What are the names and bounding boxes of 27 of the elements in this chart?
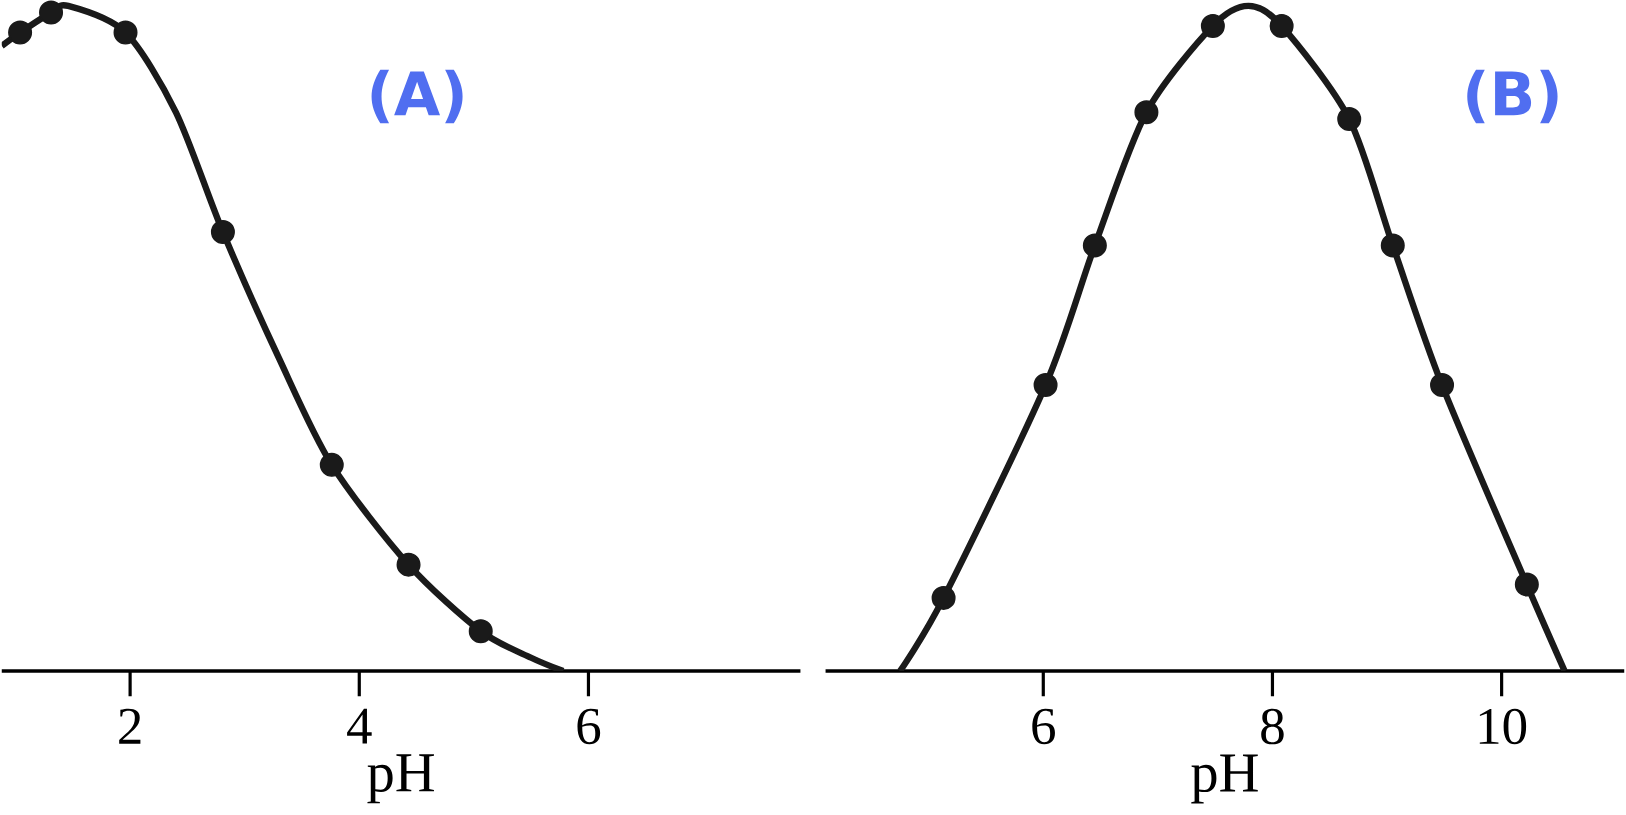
point: [1134, 100, 1159, 125]
point: [1514, 572, 1539, 597]
point: [1269, 13, 1294, 38]
point: [1337, 106, 1362, 131]
point: [39, 0, 64, 25]
point: [1082, 233, 1107, 258]
point: [396, 552, 421, 577]
point: [113, 20, 138, 45]
x-tick-label: 4: [347, 708, 372, 744]
x-axis-title: pH: [1191, 754, 1258, 804]
annotation: (A): [371, 69, 463, 123]
point: [8, 20, 33, 45]
annotation: (B): [1467, 69, 1558, 123]
x-tick-label: 6: [577, 708, 601, 745]
point: [1430, 372, 1455, 397]
point: [468, 618, 493, 643]
x-tick-label: 2: [119, 708, 141, 744]
point: [319, 452, 344, 477]
x-axis-title: pH: [367, 754, 434, 804]
point: [210, 219, 235, 244]
x-tick-label: 8: [1261, 708, 1284, 745]
x-tick-label: 6: [1032, 708, 1055, 745]
point: [1033, 372, 1058, 397]
x-tick-label: 10: [1479, 708, 1527, 745]
point: [931, 585, 956, 610]
point: [1380, 233, 1405, 258]
point: [1200, 13, 1225, 38]
